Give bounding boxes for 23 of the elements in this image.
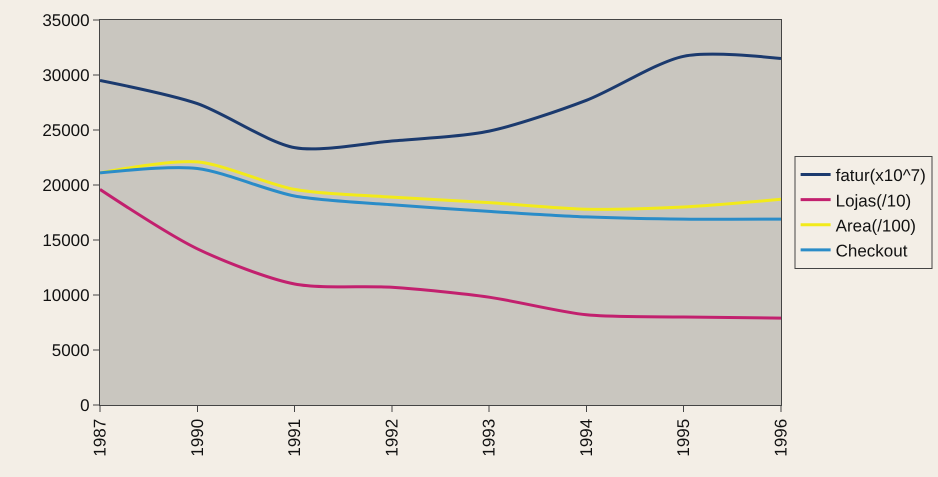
line-series: [100, 160, 781, 211]
x-tick-label: 1990: [188, 418, 207, 457]
x-tick-label: 1996: [772, 418, 791, 457]
x-tick-label: 1994: [576, 418, 596, 457]
y-tick-label: 35000: [42, 10, 90, 30]
x-tick-label: 1991: [285, 418, 304, 457]
x-tick-label: 1995: [674, 418, 694, 457]
legend-label: Checkout: [836, 241, 908, 260]
y-tick-label: 25000: [42, 120, 90, 140]
legend-label: Lojas(/10): [836, 191, 912, 210]
x-tick-label: 1987: [90, 418, 110, 457]
x-tick-label: 1993: [480, 418, 499, 457]
line-series: [100, 166, 781, 221]
y-tick-label: 20000: [42, 176, 90, 195]
y-tick-label: 30000: [42, 66, 90, 85]
x-tick-label: 1992: [382, 418, 402, 457]
y-tick-label: 10000: [42, 286, 90, 305]
line-series: [100, 188, 781, 320]
y-tick-label: 5000: [52, 340, 90, 360]
legend-label: fatur(x10^7): [836, 166, 926, 186]
y-tick-label: 15000: [42, 230, 90, 250]
y-tick-label: 0: [80, 396, 90, 415]
legend-label: Area(/100): [836, 216, 916, 236]
